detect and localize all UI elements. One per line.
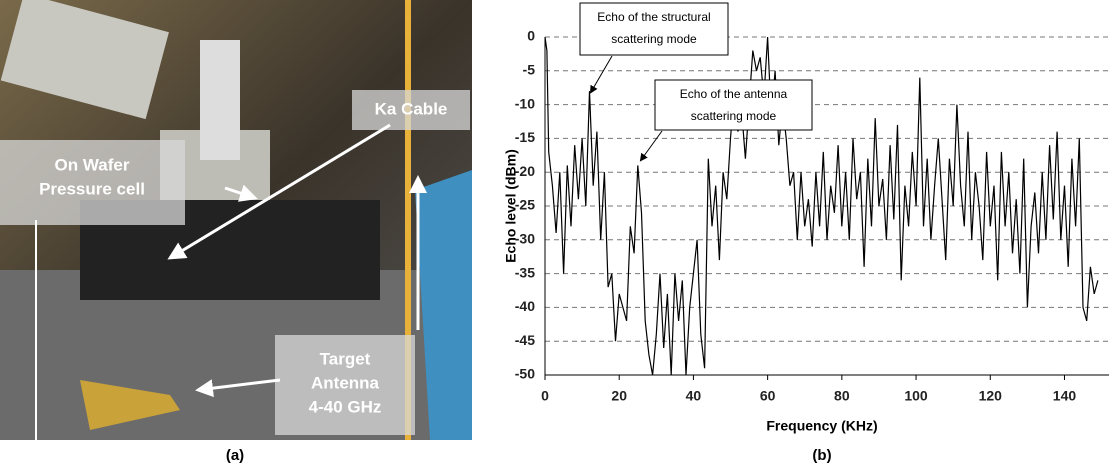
y-tick-label: -25	[515, 197, 535, 213]
x-tick-label: 120	[979, 388, 1003, 404]
y-tick-label: -15	[515, 129, 535, 145]
photo-label: Pressure cell	[39, 179, 145, 198]
annotation-text: scattering mode	[691, 109, 777, 123]
photo-label: 4-40 GHz	[309, 397, 382, 416]
y-tick-label: -45	[515, 332, 535, 348]
photo	[0, 0, 472, 440]
photo-label: Ka Cable	[375, 99, 448, 118]
caption-a: (a)	[226, 447, 244, 464]
annotation-arrow	[591, 56, 612, 92]
figure: On Wafer Pressure cell Ka Cable Target Anten…	[0, 0, 1111, 468]
x-tick-label: 40	[686, 388, 702, 404]
x-axis-label: Frequency (KHz)	[766, 418, 877, 434]
y-tick-label: 0	[527, 28, 535, 44]
caption-b: (b)	[812, 447, 831, 464]
x-tick-label: 100	[904, 388, 928, 404]
annotation-text: Echo of the structural	[597, 10, 710, 24]
annotation-text: scattering mode	[611, 32, 697, 46]
photo-label: Antenna	[311, 373, 380, 392]
photo-label: On Wafer	[55, 155, 130, 174]
photo-label: Target	[320, 349, 371, 368]
y-tick-label: -10	[515, 95, 535, 111]
y-tick-label: -40	[515, 298, 535, 314]
x-tick-label: 0	[541, 388, 549, 404]
y-tick-label: -50	[515, 366, 535, 382]
annotation-text: Echo of the antenna	[680, 87, 788, 101]
annotation-arrow	[641, 131, 662, 160]
x-tick-label: 60	[760, 388, 776, 404]
y-tick-label: -30	[515, 231, 535, 247]
y-tick-label: -20	[515, 163, 535, 179]
y-tick-label: -5	[523, 62, 536, 78]
x-tick-label: 20	[611, 388, 627, 404]
x-tick-label: 140	[1053, 388, 1077, 404]
y-tick-label: -35	[515, 264, 535, 280]
x-tick-label: 80	[834, 388, 850, 404]
